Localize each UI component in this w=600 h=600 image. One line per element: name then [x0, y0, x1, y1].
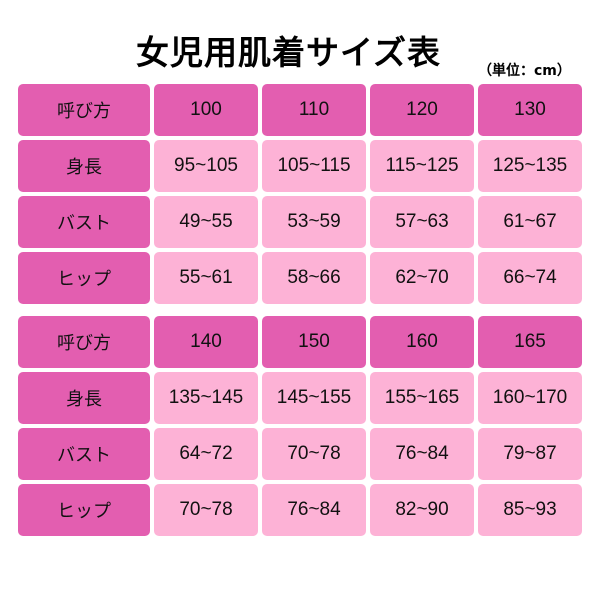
value-cell: 145~155	[262, 372, 366, 424]
page-title: 女児用肌着サイズ表	[136, 33, 442, 72]
value-cell: 82~90	[370, 484, 474, 536]
row-label-cell: ヒップ	[18, 484, 150, 536]
value-cell: 76~84	[370, 428, 474, 480]
size-header-cell: 130	[478, 84, 582, 136]
header-label-cell: 呼び方	[18, 316, 150, 368]
row-label-cell: 身長	[18, 140, 150, 192]
value-cell: 155~165	[370, 372, 474, 424]
row-label-cell: 身長	[18, 372, 150, 424]
value-cell: 125~135	[478, 140, 582, 192]
size-header-cell: 100	[154, 84, 258, 136]
value-cell: 58~66	[262, 252, 366, 304]
value-cell: 70~78	[262, 428, 366, 480]
value-cell: 135~145	[154, 372, 258, 424]
value-cell: 85~93	[478, 484, 582, 536]
value-cell: 55~61	[154, 252, 258, 304]
value-cell: 49~55	[154, 196, 258, 248]
size-header-cell: 150	[262, 316, 366, 368]
size-table-1: 呼び方 100 110 120 130 身長 95~105 105~115 115~125 125…	[18, 84, 582, 304]
size-header-cell: 165	[478, 316, 582, 368]
unit-note: （単位：cm）	[478, 63, 571, 79]
value-cell: 105~115	[262, 140, 366, 192]
size-header-cell: 120	[370, 84, 474, 136]
value-cell: 76~84	[262, 484, 366, 536]
value-cell: 57~63	[370, 196, 474, 248]
value-cell: 61~67	[478, 196, 582, 248]
value-cell: 64~72	[154, 428, 258, 480]
value-cell: 79~87	[478, 428, 582, 480]
size-table-2: 呼び方 140 150 160 165 身長 135~145 145~155 155~165 16…	[18, 316, 582, 536]
value-cell: 66~74	[478, 252, 582, 304]
row-label-cell: ヒップ	[18, 252, 150, 304]
header-label-cell: 呼び方	[18, 84, 150, 136]
value-cell: 53~59	[262, 196, 366, 248]
size-header-cell: 140	[154, 316, 258, 368]
row-label-cell: バスト	[18, 196, 150, 248]
value-cell: 70~78	[154, 484, 258, 536]
value-cell: 95~105	[154, 140, 258, 192]
row-label-cell: バスト	[18, 428, 150, 480]
value-cell: 115~125	[370, 140, 474, 192]
size-header-cell: 110	[262, 84, 366, 136]
value-cell: 160~170	[478, 372, 582, 424]
size-header-cell: 160	[370, 316, 474, 368]
value-cell: 62~70	[370, 252, 474, 304]
